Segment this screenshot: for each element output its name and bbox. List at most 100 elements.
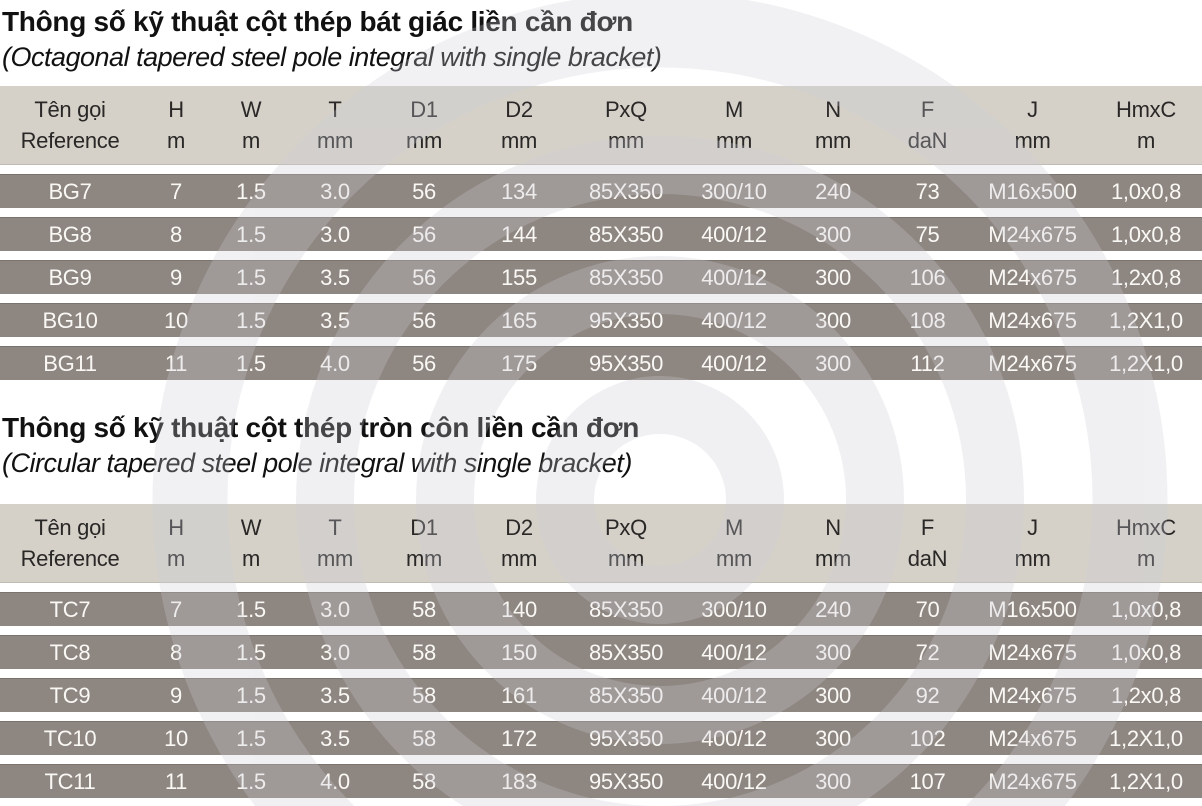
table-cell: 85X350 [588, 221, 664, 247]
column-name: D2 [505, 97, 533, 122]
section-title-english: (Circular tapered steel pole integral wi… [2, 448, 632, 478]
table-cell: 56 [412, 350, 436, 376]
table-cell: 85X350 [588, 639, 664, 665]
column-name: PxQ [605, 515, 647, 540]
table-cell: 3.0 [320, 178, 350, 204]
table-cell: 1,2X1,0 [1109, 725, 1183, 751]
table-cell: 400/12 [701, 682, 767, 708]
table-row: BG8 8 1.5 3.0 56 144 85X350 400/12 300 75 M24x675 1… [0, 217, 1202, 251]
table-cell: 155 [501, 264, 537, 290]
column-unit: m [1136, 128, 1156, 153]
column-name: Tên gọi [34, 515, 106, 540]
table-cell: 175 [501, 350, 537, 376]
column-name: D2 [505, 515, 533, 540]
column-unit: m [166, 546, 186, 571]
table-cell: 400/12 [701, 768, 767, 794]
column-header: Tên gọi Reference [0, 504, 140, 582]
table-cell: M24x675 [988, 682, 1077, 708]
column-unit: mm [1014, 128, 1051, 153]
column-unit: mm [500, 128, 538, 153]
table-cell: 8 [170, 639, 182, 665]
section-title-english: (Octagonal tapered steel pole integral w… [2, 42, 662, 72]
section-circular-pole: Thông số kỹ thuật cột thép tròn côn liền… [0, 380, 1202, 798]
column-unit: m [166, 128, 186, 153]
table-cell: 4.0 [320, 350, 350, 376]
table-cell: 150 [501, 639, 537, 665]
table-cell: 3.0 [320, 639, 350, 665]
table-cell: 172 [501, 725, 537, 751]
table-cell: 9 [170, 682, 182, 708]
table-cell: 1,0x0,8 [1110, 596, 1182, 622]
column-name: W [240, 515, 262, 540]
table-cell: 73 [915, 178, 940, 204]
column-unit: mm [1014, 546, 1051, 571]
column-unit: mm [814, 128, 852, 153]
table-cell: M16x500 [988, 596, 1077, 622]
table-cell: 58 [412, 768, 436, 794]
table-cell: 11 [164, 768, 188, 794]
table-cell: 1,0x0,8 [1110, 639, 1182, 665]
column-name: HmxC [1116, 515, 1176, 540]
table-row: BG11 11 1.5 4.0 56 175 95X350 400/12 300 112 M24x6… [0, 346, 1202, 380]
table-cell: 400/12 [701, 639, 767, 665]
section-title-vietnamese: Thông số kỹ thuật cột thép tròn côn liền… [2, 412, 640, 443]
table-cell: M24x675 [988, 307, 1077, 333]
column-name: J [1027, 97, 1038, 122]
table-cell: 400/12 [701, 350, 767, 376]
table-cell: 85X350 [588, 264, 664, 290]
table-cell: 1.5 [236, 682, 266, 708]
column-header: D1 mm [380, 86, 468, 164]
table-cell: 106 [909, 264, 946, 290]
column-name: N [825, 97, 841, 122]
table-cell: BG8 [48, 221, 92, 247]
table-cell: M24x675 [988, 264, 1077, 290]
table-cell: 85X350 [588, 596, 664, 622]
table-row: BG7 7 1.5 3.0 56 134 85X350 300/10 240 73 M16x500 1… [0, 174, 1202, 208]
table-row: BG9 9 1.5 3.5 56 155 85X350 400/12 300 106 M24x675… [0, 260, 1202, 294]
column-name: W [240, 97, 262, 122]
table-cell: 3.5 [320, 682, 350, 708]
column-unit: m [241, 546, 261, 571]
column-unit: mm [316, 546, 354, 571]
table-cell: 3.5 [320, 264, 350, 290]
table-cell: 1.5 [236, 307, 266, 333]
table-cell: 400/12 [701, 264, 767, 290]
table-cell: 10 [164, 725, 188, 751]
table-cell: 95X350 [588, 725, 664, 751]
table-cell: BG7 [48, 178, 92, 204]
column-header: D1 mm [380, 504, 468, 582]
table-cell: 140 [501, 596, 537, 622]
table-cell: 240 [815, 596, 851, 622]
table-cell: 161 [501, 682, 537, 708]
table-cell: 300 [815, 307, 851, 333]
table-cell: TC9 [49, 682, 91, 708]
table-cell: 8 [170, 221, 182, 247]
table-cell: 108 [909, 307, 946, 333]
column-header: HmxC m [1090, 504, 1202, 582]
table-cell: 1.5 [236, 596, 266, 622]
column-unit: mm [607, 128, 645, 153]
column-unit: mm [814, 546, 852, 571]
table-cell: 85X350 [588, 178, 664, 204]
column-name: T [328, 515, 342, 540]
table-cell: 112 [910, 350, 945, 376]
table-cell: BG11 [43, 350, 97, 376]
table-cell: 7 [170, 178, 182, 204]
column-name: F [920, 515, 935, 540]
table-cell: TC8 [49, 639, 91, 665]
table-cell: 144 [501, 221, 537, 247]
table-cell: BG10 [42, 307, 98, 333]
table-cell: 3.0 [320, 221, 350, 247]
table-cell: 300/10 [701, 596, 767, 622]
table-cell: M24x675 [988, 350, 1077, 376]
table-cell: 95X350 [588, 307, 664, 333]
table-cell: M24x675 [988, 725, 1077, 751]
table-cell: 107 [909, 768, 946, 794]
